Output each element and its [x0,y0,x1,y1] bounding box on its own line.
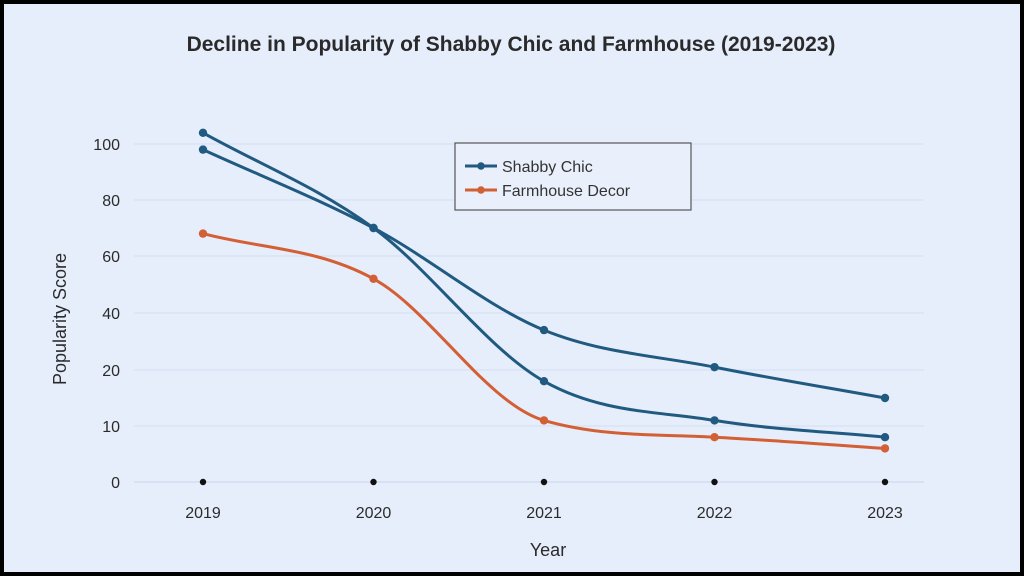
data-point [539,416,549,425]
series-line [201,232,887,450]
legend-label: Shabby Chic [502,159,593,176]
data-point [198,145,208,154]
series-layer [198,128,890,453]
x-tick-dot [370,478,377,486]
legend-marker [477,186,485,194]
legend-box [454,142,692,211]
x-axis-ticks: 2019 2020 2021 2022 2023 [185,478,903,522]
legend-marker [477,162,485,170]
x-tick-dot [540,478,548,486]
data-point [369,223,378,233]
series-line [201,131,887,439]
series-2 [198,229,890,453]
x-tick-label: 2023 [867,505,903,522]
y-tick-label: 40 [102,306,120,323]
line-chart: Decline in Popularity of Shabby Chic and… [50,33,924,560]
data-point [369,274,378,283]
x-axis-label: Year [530,540,566,560]
data-point [539,325,549,335]
data-point [710,362,719,372]
y-tick-label: 60 [102,249,120,266]
x-tick-label: 2021 [526,505,562,522]
data-point [880,433,890,442]
legend-item: Shabby Chic [465,159,593,176]
data-point [198,229,208,238]
data-point [880,444,890,453]
x-tick-label: 2022 [697,505,733,522]
x-tick-dot [199,478,207,486]
y-tick-label: 20 [102,363,120,380]
x-tick-dot [711,478,718,486]
data-point [539,377,549,386]
legend: Shabby Chic Farmhouse Decor [454,142,692,211]
chart-frame: Decline in Popularity of Shabby Chic and… [4,4,1020,572]
legend-label: Farmhouse Decor [502,183,631,200]
y-tick-label: 10 [102,419,120,436]
x-tick-dot [881,478,889,486]
y-axis-ticks: 0 10 20 40 60 80 100 [93,137,120,492]
data-point [710,433,719,442]
y-axis-label: Popularity Score [50,253,70,385]
legend-item: Farmhouse Decor [465,183,631,200]
x-tick-label: 2019 [185,505,221,522]
x-tick-label: 2020 [356,505,392,522]
series-1 [198,145,890,403]
y-tick-label: 80 [102,193,120,210]
y-tick-label: 100 [93,137,120,154]
y-tick-label: 0 [111,475,120,492]
chart-title: Decline in Popularity of Shabby Chic and… [187,33,836,56]
data-point [710,416,719,425]
data-point [880,393,890,403]
data-point [198,128,208,137]
